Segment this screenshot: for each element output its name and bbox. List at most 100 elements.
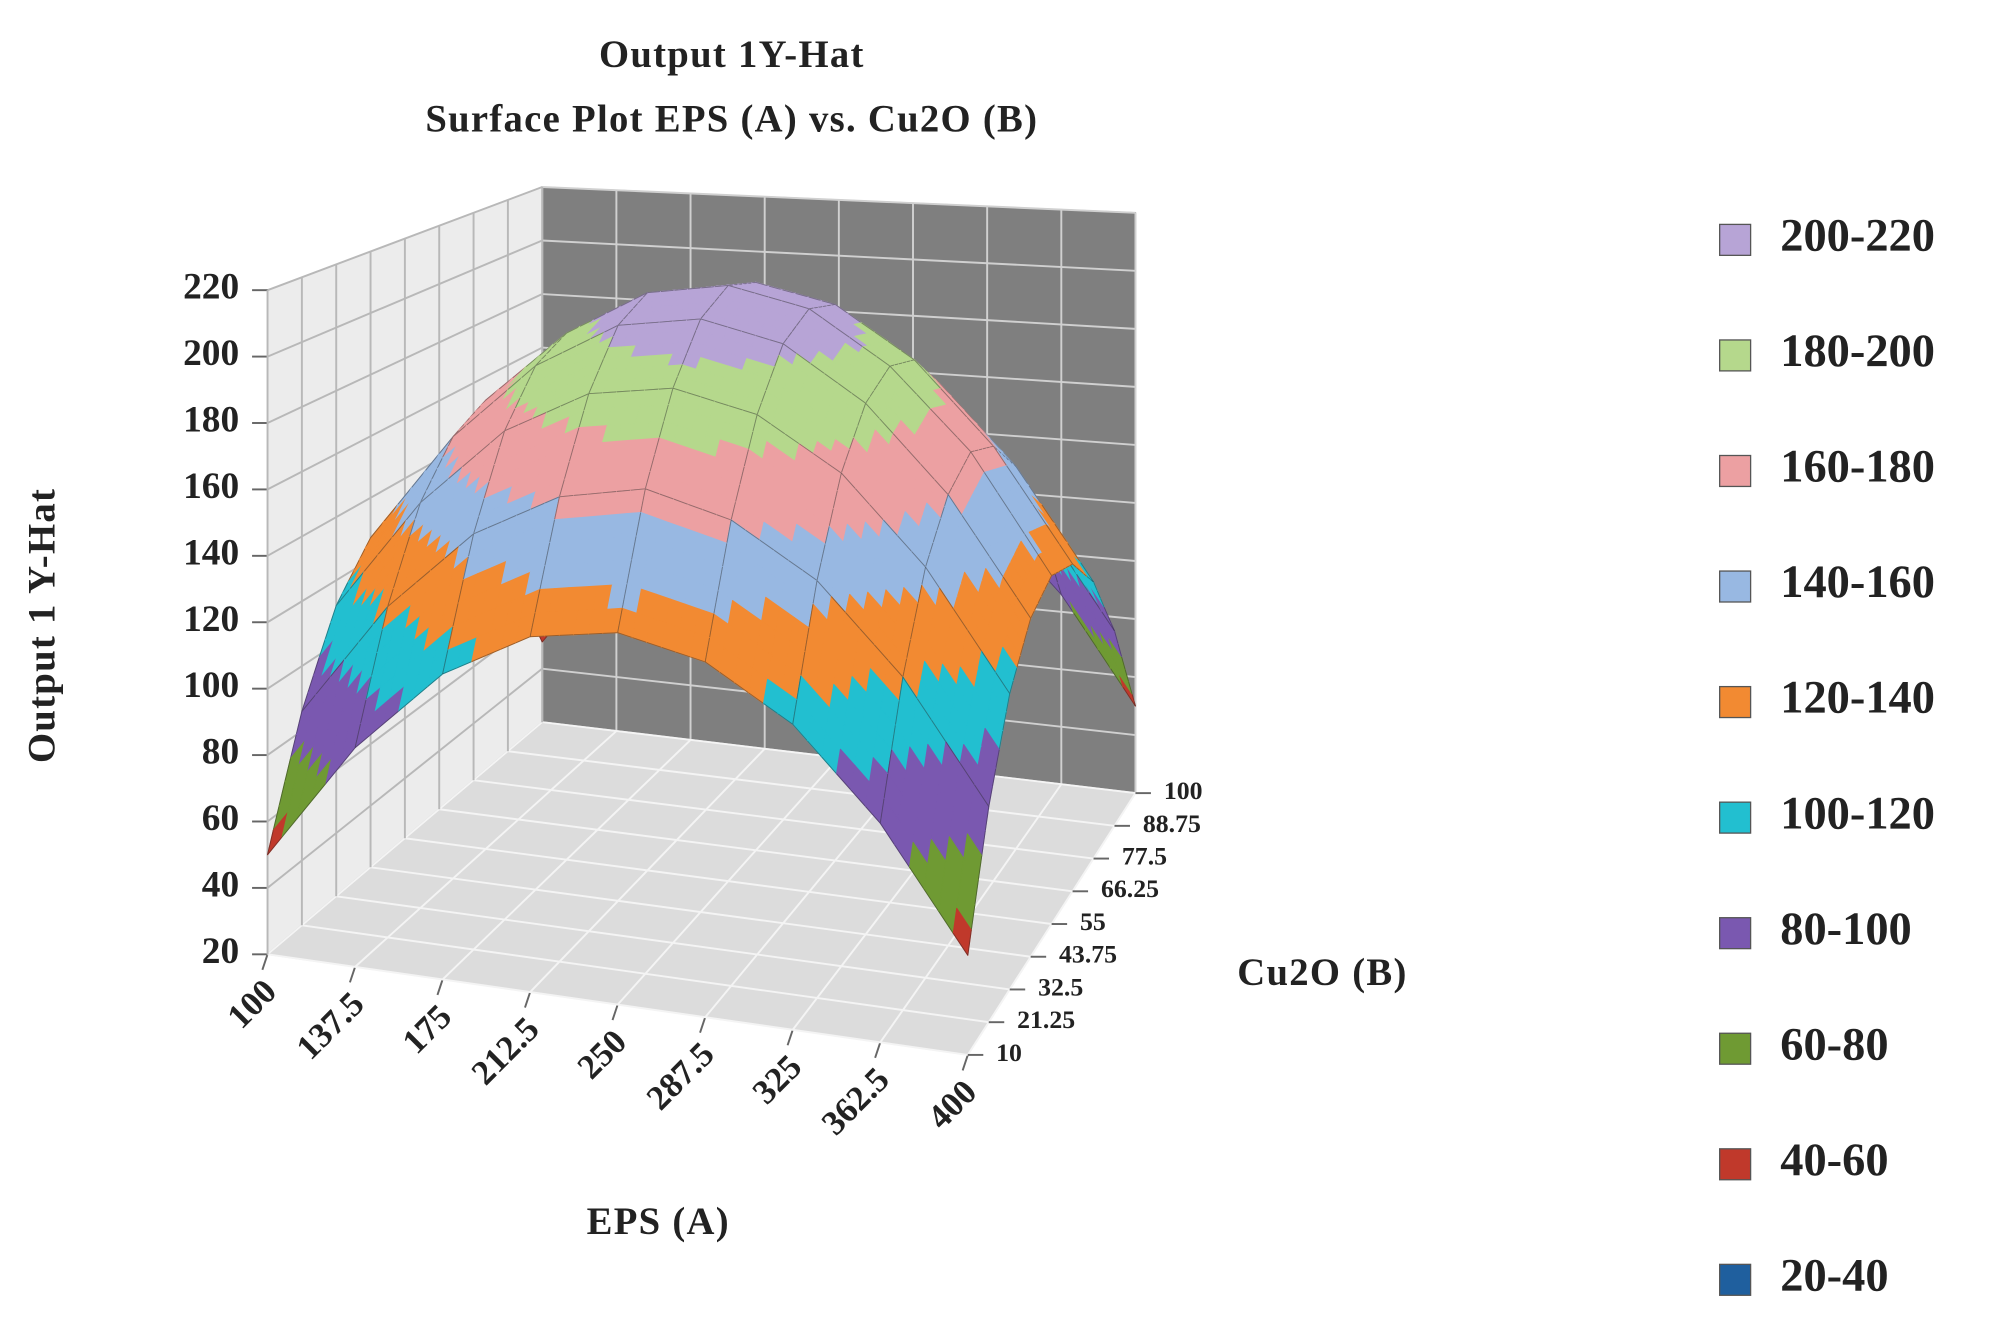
surface-mesh <box>633 292 648 300</box>
surface-mesh <box>1075 566 1080 571</box>
surface-mesh <box>808 604 814 629</box>
surface-mesh <box>795 304 810 310</box>
surface-mesh <box>349 571 365 589</box>
surface-mesh <box>804 308 810 315</box>
grid-line <box>301 924 989 1024</box>
surface-mesh <box>588 392 603 395</box>
surface-mesh <box>398 553 405 572</box>
surface-mesh <box>507 377 523 390</box>
surface-mesh <box>387 594 403 607</box>
surface-mesh <box>603 347 609 360</box>
surface-mesh <box>483 481 490 500</box>
surface-mesh <box>458 533 474 547</box>
surface-mesh <box>1085 631 1099 651</box>
surface-mesh <box>761 390 767 403</box>
surface-mesh <box>1026 618 1032 631</box>
surface-mesh <box>796 675 802 701</box>
z-tick-label: 100 <box>183 665 239 706</box>
surface-mesh <box>1030 610 1035 619</box>
surface-mesh <box>442 667 458 675</box>
z-tick-label: 180 <box>183 400 239 441</box>
surface-mesh <box>1010 513 1026 535</box>
surface-mesh <box>1058 569 1063 573</box>
surface-mesh <box>598 359 604 371</box>
surface-mesh <box>1117 643 1122 657</box>
surface-mesh <box>850 789 867 807</box>
z-tick-label: 160 <box>183 466 239 507</box>
surface-mesh <box>695 318 702 331</box>
surface-mesh <box>832 490 838 509</box>
surface-mesh <box>447 626 454 651</box>
surface-mesh <box>602 491 617 494</box>
surface-mesh <box>1100 598 1105 607</box>
surface-mesh <box>620 299 635 307</box>
legend-swatch <box>1719 801 1752 834</box>
surface-mesh <box>502 514 517 522</box>
surface-mesh <box>1002 712 1007 732</box>
surface-mesh <box>792 699 798 725</box>
surface-mesh <box>632 303 638 310</box>
surface-mesh <box>877 378 883 385</box>
surface-mesh <box>813 453 828 464</box>
surface-mesh <box>457 661 472 669</box>
surface-mesh <box>704 307 711 314</box>
surface-mesh <box>649 454 655 472</box>
surface-mesh <box>441 447 449 459</box>
surface-mesh <box>792 723 808 742</box>
surface-mesh <box>642 292 648 299</box>
z-tick-label: 60 <box>202 798 239 839</box>
surface-mesh <box>795 293 809 298</box>
surface-mesh <box>709 301 715 309</box>
surface-mesh <box>1044 582 1049 590</box>
surface-mesh <box>278 782 286 807</box>
surface-mesh <box>947 494 963 516</box>
surface-mesh <box>307 675 314 694</box>
surface-mesh <box>630 488 646 491</box>
surface-mesh <box>869 390 875 398</box>
x-tick-label: 325 <box>745 1047 809 1111</box>
z-tick-label: 120 <box>183 599 239 640</box>
surface-mesh <box>535 358 550 367</box>
surface-mesh <box>1033 603 1039 612</box>
surface-mesh <box>743 449 749 467</box>
surface-mesh <box>845 612 861 630</box>
surface-mesh <box>354 723 361 748</box>
surface-mesh <box>777 713 794 725</box>
surface-mesh <box>836 773 852 791</box>
surface-mesh <box>840 461 846 474</box>
surface-mesh <box>869 504 884 521</box>
surface-mesh <box>1047 575 1053 583</box>
surface-mesh <box>554 496 560 520</box>
surface-mesh <box>902 658 908 678</box>
surface-mesh <box>939 587 954 610</box>
surface-mesh <box>1128 681 1133 694</box>
surface-mesh <box>645 321 660 324</box>
surface-mesh <box>1019 643 1025 656</box>
x-tick-label: 362.5 <box>814 1060 897 1143</box>
surface-mesh <box>430 557 446 571</box>
grid-line <box>473 779 1094 860</box>
surface-mesh <box>272 806 280 831</box>
legend-label: 180-200 <box>1780 326 1935 377</box>
surface-mesh <box>806 740 823 758</box>
surface-mesh <box>478 498 485 517</box>
surface-mesh <box>713 590 719 615</box>
surface-mesh <box>1076 573 1090 594</box>
surface-mesh <box>1096 590 1101 599</box>
surface-mesh <box>549 519 556 543</box>
surface-mesh <box>1015 466 1030 487</box>
surface-mesh <box>808 308 823 319</box>
surface-mesh <box>1131 693 1136 707</box>
surface-mesh <box>770 423 786 435</box>
surface-mesh <box>906 360 911 363</box>
surface-mesh <box>700 318 715 324</box>
surface-mesh <box>560 399 575 407</box>
surface-mesh <box>959 763 975 786</box>
tick-mark <box>611 1004 619 1021</box>
surface-mesh <box>544 634 560 637</box>
y-tick-label: 100 <box>1164 776 1203 805</box>
surface-mesh <box>916 698 932 721</box>
surface-mesh <box>1101 611 1115 632</box>
surface-mesh <box>1051 573 1056 576</box>
surface-mesh <box>745 529 761 541</box>
